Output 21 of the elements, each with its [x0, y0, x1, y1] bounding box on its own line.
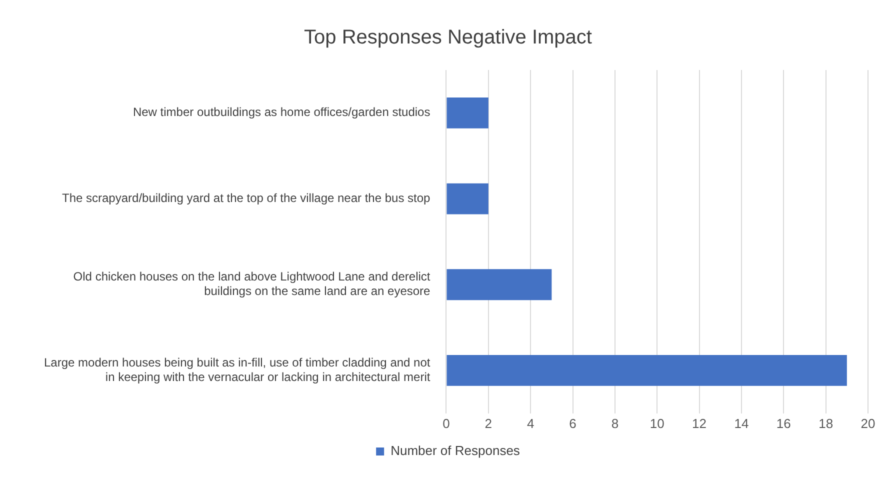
- legend-label: Number of Responses: [390, 443, 520, 458]
- y-tick-label: New timber outbuildings as home offices/garden studios: [132, 105, 430, 120]
- chart-title: Top Responses Negative Impact: [304, 26, 592, 49]
- y-tick-label: The scrapyard/building yard at the top of the village near the bus stop: [62, 191, 431, 206]
- bar: [446, 183, 488, 214]
- x-tick-label: 2: [484, 416, 492, 431]
- bar: [446, 97, 488, 128]
- x-tick-label: 18: [818, 416, 834, 431]
- y-tick-label: Old chicken houses on the land above Lightwood Lane and derelict buildings on the same land are an eyesore: [73, 270, 431, 298]
- x-tick-label: 14: [734, 416, 749, 431]
- bar: [446, 269, 552, 300]
- bar: [446, 355, 847, 386]
- x-tick-label: 8: [611, 416, 619, 431]
- x-tick-label: 10: [650, 416, 664, 431]
- x-tick-label: 6: [569, 416, 576, 431]
- x-tick-label: 4: [526, 416, 534, 431]
- x-tick-label: 16: [776, 416, 791, 431]
- y-tick-label: Large modern houses being built as in-fill, use of timber cladding and not in keeping with the vernacular or lacking in architectural merit: [44, 356, 431, 384]
- x-tick-label: 0: [442, 416, 450, 431]
- x-tick-label: 12: [692, 416, 707, 431]
- x-tick-label: 20: [860, 416, 876, 431]
